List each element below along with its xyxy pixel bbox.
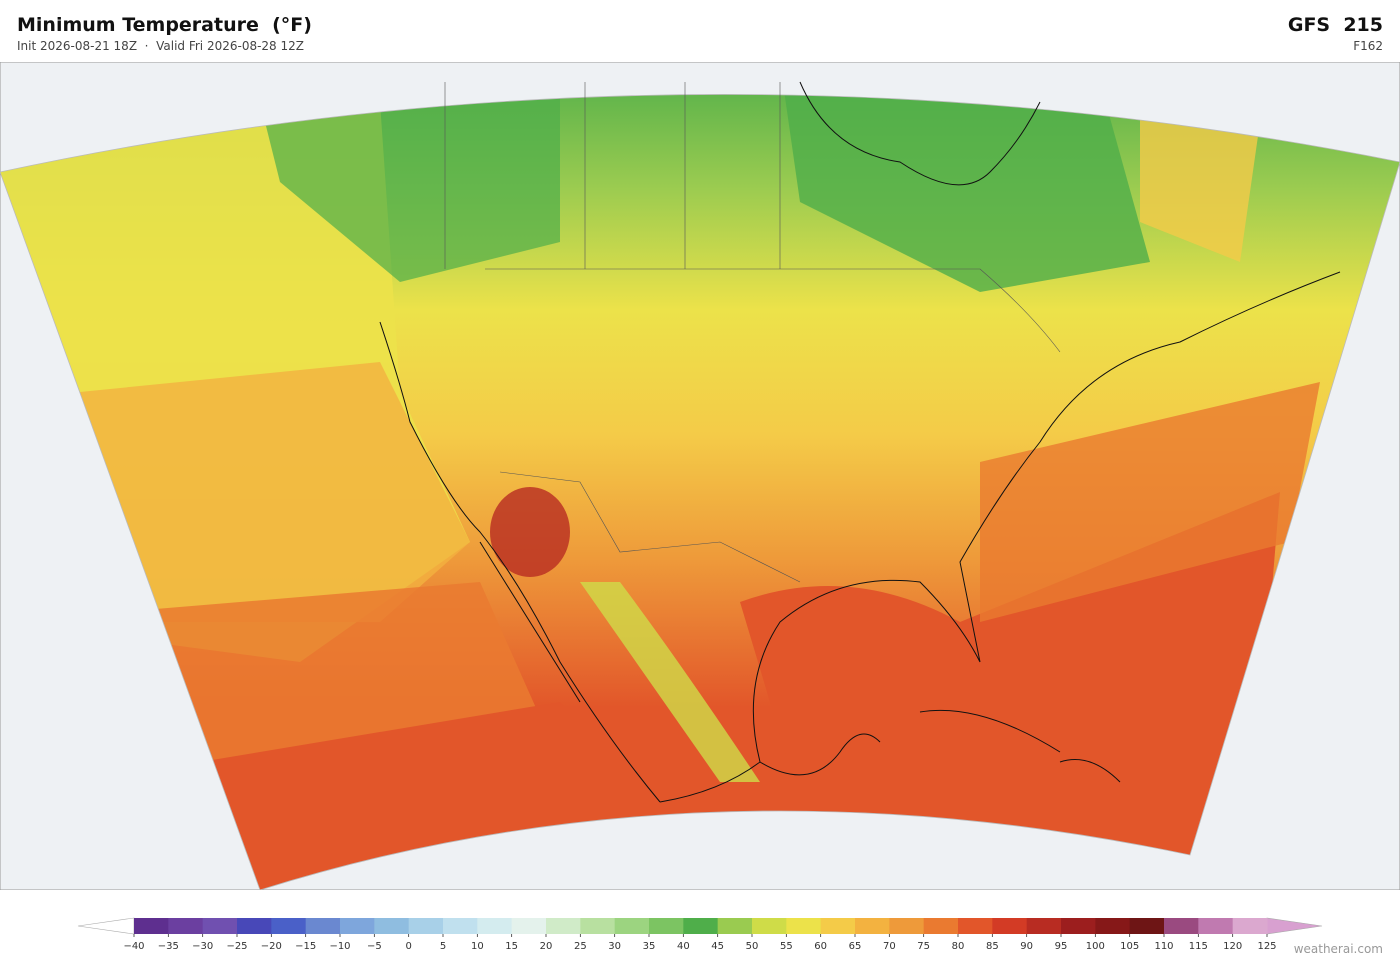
subtitle: Init 2026-08-21 18Z · Valid Fri 2026-08-… xyxy=(17,39,304,53)
colorbar-segment xyxy=(717,918,753,934)
colorbar-segment xyxy=(649,918,684,934)
colorbar-segment xyxy=(443,918,478,934)
colorbar-segment xyxy=(958,918,993,934)
colorbar-tick-label: 75 xyxy=(917,941,930,952)
colorbar-tick-label: 90 xyxy=(1020,941,1033,952)
colorbar-tick-label: 20 xyxy=(540,941,553,952)
colorbar-segment xyxy=(168,918,204,934)
colorbar-tick-label: 60 xyxy=(814,941,827,952)
borders xyxy=(444,82,1061,583)
colorbar-tick-label: 30 xyxy=(608,941,621,952)
colorbar-tick-label: 85 xyxy=(986,941,999,952)
colorbar-tick-label: 35 xyxy=(643,941,656,952)
colorbar-segment xyxy=(546,918,581,934)
colorbar-tick-label: −30 xyxy=(192,941,213,952)
colorbar-tick-label: −25 xyxy=(226,941,247,952)
colorbar: −40 −35 −30 −25 −20 −15 −10 −5 0 5 10 15 20 25 30 35 40 4… xyxy=(77,917,1323,952)
map xyxy=(0,62,1400,890)
colorbar-tick-label: 100 xyxy=(1086,941,1105,952)
colorbar-segment xyxy=(408,918,444,934)
colorbar-tick-label: 55 xyxy=(780,941,793,952)
colorbar-segment xyxy=(820,918,856,934)
colorbar-tick-label: 120 xyxy=(1223,941,1242,952)
colorbar-tick-label: −15 xyxy=(295,941,316,952)
colorbar-segment xyxy=(202,918,238,934)
colorbar-segment xyxy=(992,918,1028,934)
colorbar-under xyxy=(77,917,135,935)
colorbar-segment xyxy=(1026,918,1062,934)
colorbar-tick-label: −5 xyxy=(367,941,382,952)
colorbar-tick-label: 125 xyxy=(1257,941,1276,952)
colorbar-tick-label: 50 xyxy=(746,941,759,952)
colorbar-segment xyxy=(614,918,650,934)
colorbar-segment xyxy=(511,918,547,934)
colorbar-segment xyxy=(786,918,822,934)
colorbar-tick-label: 95 xyxy=(1055,941,1068,952)
colorbar-tick-label: −10 xyxy=(329,941,350,952)
colorbar-tick-label: −20 xyxy=(261,941,282,952)
colorbar-segment xyxy=(1232,918,1268,934)
colorbar-segment xyxy=(889,918,925,934)
colorbar-segment xyxy=(340,918,375,934)
colorbar-tick-label: 15 xyxy=(505,941,518,952)
colorbar-segment xyxy=(134,918,169,934)
colorbar-tick-label: 110 xyxy=(1154,941,1173,952)
colorbar-segment xyxy=(305,918,341,934)
colorbar-tick-label: 105 xyxy=(1120,941,1139,952)
colorbar-tick-label: 5 xyxy=(440,941,446,952)
colorbar-segment xyxy=(1095,918,1131,934)
coastlines xyxy=(379,81,1341,803)
colorbar-tick-label: 45 xyxy=(711,941,724,952)
colorbar-over xyxy=(1266,917,1323,935)
model: GFS 215 xyxy=(1287,14,1383,36)
colorbar-segment xyxy=(923,918,959,934)
colorbar-tick-label: 65 xyxy=(849,941,862,952)
colorbar-tick-label: 25 xyxy=(574,941,587,952)
colorbar-tick-label: 115 xyxy=(1189,941,1208,952)
colorbar-segment xyxy=(1164,918,1199,934)
colorbar-tick-label: 0 xyxy=(405,941,411,952)
colorbar-tick-label: 10 xyxy=(471,941,484,952)
colorbar-segment xyxy=(237,918,272,934)
colorbar-segment xyxy=(580,918,616,934)
temperature-field xyxy=(0,94,1400,890)
colorbar-segment xyxy=(683,918,719,934)
colorbar-segment xyxy=(374,918,410,934)
colorbar-segment xyxy=(477,918,513,934)
colorbar-segment xyxy=(855,918,890,934)
colorbar-segment xyxy=(1061,918,1096,934)
colorbar-tick-label: 40 xyxy=(677,941,690,952)
colorbar-tick-label: 70 xyxy=(883,941,896,952)
attribution: weatherai.com xyxy=(1293,942,1383,956)
title: Minimum Temperature (°F) xyxy=(17,14,312,36)
forecast-hour: F162 xyxy=(1353,39,1383,53)
colorbar-tick-label: 80 xyxy=(952,941,965,952)
colorbar-tick-label: −35 xyxy=(158,941,179,952)
colorbar-tick-label: −40 xyxy=(123,941,144,952)
colorbar-segment xyxy=(271,918,307,934)
colorbar-segment xyxy=(1198,918,1234,934)
colorbar-segment xyxy=(752,918,787,934)
colorbar-segment xyxy=(1129,918,1165,934)
